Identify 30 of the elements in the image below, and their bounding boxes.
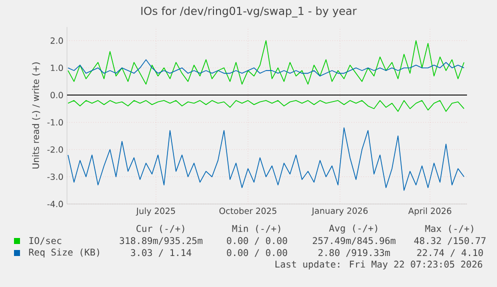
y-tick-label: -4.0 bbox=[47, 200, 63, 208]
text: 0.00 / 0.00 bbox=[226, 237, 288, 245]
y-tick-label: -2.0 bbox=[47, 146, 63, 153]
line-series bbox=[68, 127, 464, 191]
text: Last update: Fri May 22 07:23:05 2026 bbox=[276, 260, 482, 270]
line-series bbox=[68, 100, 464, 112]
text: 3.03 / 1.14 bbox=[130, 249, 192, 257]
text: Avg (-/+) bbox=[329, 224, 378, 234]
chart-title: IOs for /dev/ring01-vg/swap_1 - by year bbox=[141, 6, 357, 18]
y-tick-label: -1.0 bbox=[47, 119, 63, 126]
text: Max (-/+) bbox=[425, 224, 474, 234]
text: Cur (-/+) bbox=[136, 224, 184, 234]
y-tick-label: 0.0 bbox=[50, 92, 63, 98]
x-tick-label: October 2025 bbox=[219, 208, 276, 214]
text: 318.89m/935.25m bbox=[120, 237, 202, 245]
y-tick-label: -3.0 bbox=[47, 174, 63, 180]
y-tick-label: 2.0 bbox=[50, 37, 63, 44]
text: 0.00 / 0.00 bbox=[226, 249, 288, 257]
x-tick-label: January 2026 bbox=[311, 208, 368, 216]
text: Min (-/+) bbox=[232, 224, 280, 234]
y-tick-label: 1.0 bbox=[50, 64, 63, 72]
text: 48.32 /150.77 bbox=[414, 237, 486, 245]
y-axis-title: Units read (-) / write (+) bbox=[32, 62, 40, 169]
text: 257.49m/845.96m bbox=[312, 237, 396, 245]
legend-label: IO/sec bbox=[29, 237, 62, 245]
x-tick-label: April 2026 bbox=[408, 208, 452, 216]
text: 2.80 /919.33m bbox=[318, 249, 390, 257]
x-tick-label: July 2025 bbox=[136, 208, 175, 216]
legend-label: Req Size (KB) bbox=[29, 248, 100, 258]
text: 22.74 / 4.10 bbox=[417, 249, 483, 257]
